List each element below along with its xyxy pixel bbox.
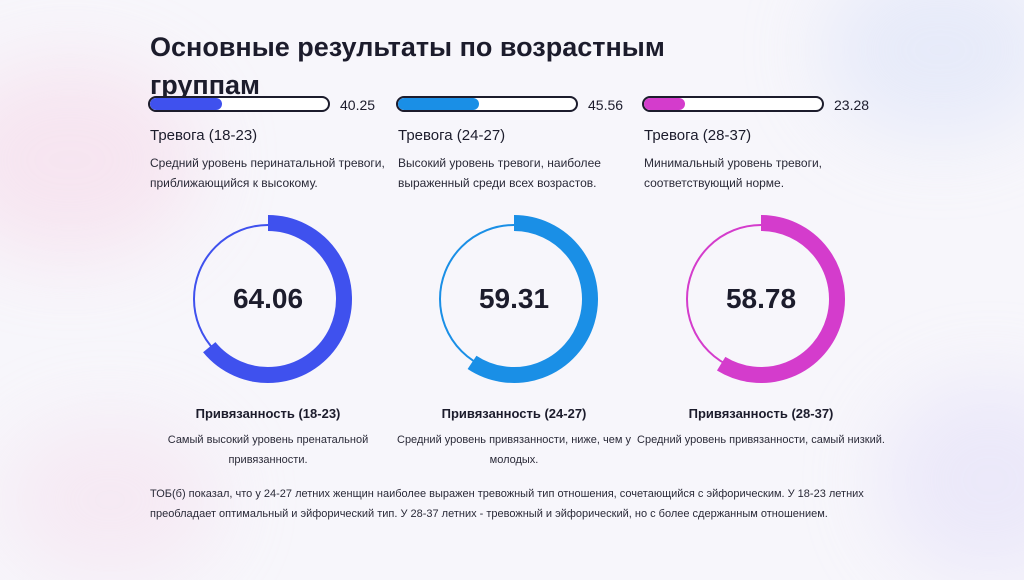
attachment-description: Самый высокий уровень пренатальной привя…: [167, 434, 369, 466]
attachment-value: 58.78: [725, 283, 797, 314]
attachment-value: 59.31: [478, 283, 550, 314]
page-title: Основные результаты по возрастным группа…: [150, 32, 665, 100]
anxiety-title: Тревога (28-37): [644, 127, 752, 144]
ring-arc: [203, 215, 352, 383]
anxiety-description: Высокий уровень тревоги, наиболее выраже…: [398, 156, 601, 190]
ring-arc: [716, 215, 845, 383]
anxiety-title: Тревога (24-27): [398, 127, 506, 144]
anxiety-progress-fill: [398, 98, 480, 110]
attachment-ring-chart: 59.31: [426, 207, 602, 391]
anxiety-progress-fill: [150, 98, 222, 110]
anxiety-progress-bar: [148, 96, 330, 112]
attachment-value: 64.06: [232, 283, 304, 314]
anxiety-progress-bar: [642, 96, 824, 112]
background-blob: [0, 60, 200, 260]
attachment-description: Средний уровень привязанности, ниже, чем…: [397, 434, 631, 466]
anxiety-progress-fill: [644, 98, 686, 110]
attachment-description: Средний уровень привязанности, самый низ…: [637, 434, 885, 446]
attachment-ring-chart: 58.78: [673, 207, 849, 391]
background-blob: [0, 420, 220, 580]
ring-arc: [467, 215, 598, 383]
anxiety-description: Минимальный уровень тревоги, соответству…: [644, 156, 823, 190]
background-blob: [880, 380, 1024, 580]
attachment-ring-chart: 64.06: [180, 207, 356, 391]
anxiety-progress-bar: [396, 96, 578, 112]
attachment-title: Привязанность (28-37): [688, 406, 834, 421]
summary-text: ТОБ(б) показал, что у 24-27 летних женщи…: [150, 488, 864, 520]
anxiety-value: 45.56: [588, 97, 624, 113]
anxiety-value: 40.25: [340, 97, 376, 113]
anxiety-value: 23.28: [834, 97, 870, 113]
attachment-title: Привязанность (24-27): [441, 406, 587, 421]
attachment-title: Привязанность (18-23): [195, 406, 341, 421]
background-blob: [820, 0, 1024, 140]
anxiety-title: Тревога (18-23): [150, 127, 258, 144]
anxiety-description: Средний уровень перинатальной тревоги, п…: [150, 156, 385, 190]
